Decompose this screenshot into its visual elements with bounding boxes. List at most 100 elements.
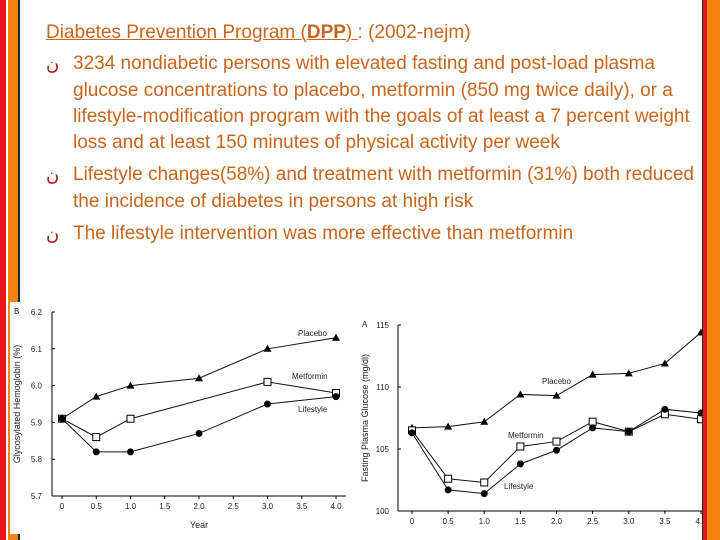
x-tick-label: 3.5: [296, 502, 308, 511]
glucose-chart: 100 105 110 115 0 0.5 1.0 1.5 2.0 2.5 3.0 3.5 4.0 Fas…: [356, 304, 702, 540]
data-point-placebo: [516, 390, 525, 398]
x-tick-label: 0.5: [443, 517, 455, 526]
data-point-lifestyle: [697, 409, 702, 417]
slide-text: Diabetes Prevention Program (DPP) : (200…: [46, 20, 696, 253]
y-tick-label: 115: [376, 321, 389, 330]
data-point-lifestyle: [58, 415, 66, 423]
x-tick-label: 0.5: [91, 502, 103, 511]
title-close: ): [345, 22, 358, 43]
bullet-text: 3234 nondiabetic persons with elevated f…: [73, 53, 690, 154]
left-border-line: [18, 0, 20, 540]
y-tick-label: 5.7: [31, 492, 43, 501]
y-tick-label: 6.1: [31, 345, 43, 354]
panel-label: A: [362, 320, 368, 329]
data-point-placebo: [624, 369, 633, 377]
bullet-item: ن Lifestyle changes(58%) and treatment wi…: [46, 162, 696, 215]
right-border-red: [703, 0, 707, 540]
data-point-metformin: [588, 417, 597, 426]
data-point-placebo: [126, 381, 135, 389]
data-point-lifestyle: [661, 405, 669, 413]
data-point-lifestyle: [516, 460, 524, 468]
legend-label-lifestyle: Lifestyle: [504, 482, 534, 491]
data-point-lifestyle: [625, 428, 633, 436]
data-point-placebo: [480, 417, 489, 425]
data-point-metformin: [92, 433, 101, 442]
data-point-placebo: [552, 391, 561, 399]
legend-label-metformin: Metformin: [508, 431, 544, 440]
x-tick-label: 1.0: [125, 502, 137, 511]
bullet-text: The lifestyle intervention was more effe…: [73, 223, 574, 245]
legend-label-placebo: Placebo: [298, 329, 327, 338]
slide-title: Diabetes Prevention Program (DPP) : (200…: [46, 20, 696, 46]
x-axis-label: Year: [190, 520, 208, 530]
data-point-metformin: [126, 414, 135, 423]
panel-label: B: [14, 307, 19, 316]
legend-label-lifestyle: Lifestyle: [298, 405, 328, 414]
bullet-arrow-icon: ن: [46, 224, 60, 245]
data-point-placebo: [660, 359, 669, 367]
data-point-lifestyle: [332, 393, 340, 401]
data-point-placebo: [263, 344, 272, 352]
x-tick-label: 1.5: [515, 517, 527, 526]
x-tick-label: 0: [410, 517, 415, 526]
right-border-orange: [707, 0, 720, 540]
data-point-lifestyle: [553, 446, 560, 454]
y-tick-label: 5.8: [31, 455, 43, 464]
y-tick-label: 105: [376, 445, 390, 454]
legend-label-placebo: Placebo: [542, 377, 571, 386]
x-tick-label: 2.0: [551, 517, 563, 526]
data-point-lifestyle: [408, 429, 416, 437]
x-tick-label: 4.0: [695, 517, 702, 526]
series-line-metformin: [61, 381, 337, 438]
data-point-placebo: [92, 392, 101, 400]
data-point-metformin: [444, 474, 453, 483]
left-border-orange: [8, 0, 18, 540]
data-point-lifestyle: [480, 490, 488, 498]
data-point-metformin: [697, 415, 702, 424]
data-point-lifestyle: [92, 448, 100, 456]
title-main: Diabetes Prevention Program (: [46, 22, 307, 43]
bullet-arrow-icon: ن: [46, 54, 60, 75]
data-point-placebo: [588, 370, 597, 378]
series-line-lifestyle: [61, 396, 337, 453]
hba1c-chart: 5.7 5.8 5.9 6.0 6.1 6.2 0 0.5 1.0 1.5 2.0 2.5 3.0 3.5…: [10, 302, 356, 534]
bullet-item: ن The lifestyle intervention was more eff…: [46, 221, 696, 247]
bullet-item: ن 3234 nondiabetic persons with elevated …: [46, 51, 696, 156]
data-point-lifestyle: [195, 429, 203, 437]
left-border-red: [0, 0, 6, 540]
data-point-lifestyle: [264, 400, 271, 408]
data-point-lifestyle: [589, 424, 597, 432]
x-tick-label: 1.5: [159, 502, 171, 511]
y-axis-label: Glycosylated Hemoglobin (%): [12, 345, 22, 464]
x-tick-label: 2.5: [587, 517, 599, 526]
x-tick-label: 2.5: [228, 502, 240, 511]
data-point-lifestyle: [127, 448, 134, 456]
title-abbr: DPP: [306, 22, 346, 43]
x-tick-label: 1.0: [479, 517, 491, 526]
x-tick-label: 2.0: [193, 502, 205, 511]
x-tick-label: 3.5: [659, 517, 671, 526]
data-point-lifestyle: [444, 486, 452, 494]
y-tick-label: 6.2: [31, 308, 43, 317]
bullet-arrow-icon: ن: [46, 165, 60, 186]
right-border-line: [702, 0, 703, 540]
y-axis-label: Fasting Plasma Glucose (mg/dl): [360, 354, 370, 482]
y-tick-label: 6.0: [31, 382, 43, 391]
data-point-placebo: [195, 374, 203, 382]
bullet-text: Lifestyle changes(58%) and treatment wit…: [73, 164, 694, 212]
x-tick-label: 4.0: [330, 502, 342, 511]
data-point-metformin: [552, 437, 561, 446]
data-point-placebo: [444, 422, 453, 430]
y-tick-label: 5.9: [31, 418, 43, 427]
data-point-metformin: [516, 442, 525, 451]
series-line-placebo: [61, 337, 337, 420]
legend-label-metformin: Metformin: [292, 372, 328, 381]
data-point-placebo: [697, 328, 702, 336]
x-tick-label: 3.0: [623, 517, 635, 526]
title-suffix: : (2002-nejm): [357, 22, 471, 43]
y-tick-label: 110: [376, 383, 389, 392]
y-tick-label: 100: [376, 507, 390, 516]
x-tick-label: 3.0: [262, 502, 274, 511]
data-point-placebo: [332, 333, 340, 341]
x-tick-label: 0: [60, 502, 65, 511]
